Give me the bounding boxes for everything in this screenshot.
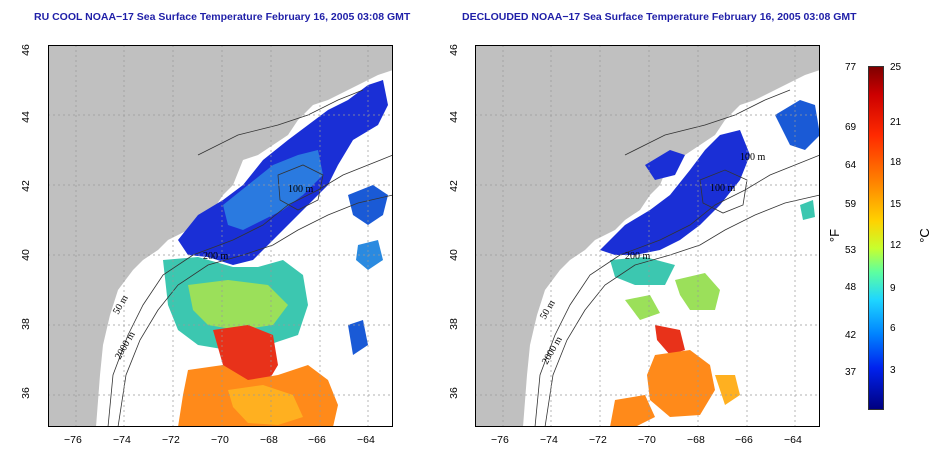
y-tick-label: 40 [447,249,460,261]
x-tick-label: −74 [540,434,558,446]
y-tick-label: 46 [447,44,460,56]
x-tick-label: −70 [211,434,229,446]
land-mass [475,45,820,427]
graticule [475,45,820,427]
x-tick-label: −72 [162,434,180,446]
warm-water-patch [715,375,740,405]
cold-water-patch [223,150,323,230]
warm-water-patch [213,325,278,390]
x-tick-label: −76 [64,434,82,446]
isobath-line [197,89,364,156]
warm-water-patch [610,395,655,427]
isobath-line [534,154,820,427]
isobath-line [544,194,820,427]
temperature-colorbar [868,66,884,410]
isobath-line [277,164,324,211]
y-tick-label: 36 [19,387,32,399]
x-tick-label: −64 [357,434,375,446]
colorbar-celsius-tick: 25 [890,62,902,73]
graticule [48,45,393,427]
celsius-unit-label: °C [916,228,932,243]
mid-water-patch [800,200,815,220]
colorbar-fahrenheit-tick: 69 [845,122,857,133]
isobath-line [107,154,393,427]
cold-water-patch [775,100,820,150]
x-tick-label: −76 [491,434,509,446]
isobath-line [699,169,748,214]
colorbar-fahrenheit-tick: 77 [845,62,857,73]
colorbar-fahrenheit-tick: 59 [845,199,857,210]
contour-label: 100 m [288,184,314,195]
warm-water-patch [655,325,685,355]
isobath-line [624,89,791,156]
left-sst-map: 100 m 200 m 50 m 2000 m [48,45,393,427]
x-tick-label: −64 [784,434,802,446]
left-map-title: RU COOL NOAA−17 Sea Surface Temperature … [34,11,411,23]
colorbar-fahrenheit-tick: 64 [845,160,857,171]
left-map-canvas: 100 m 200 m 50 m 2000 m [48,45,393,427]
colorbar-celsius-tick: 3 [890,365,896,376]
colorbar-celsius-tick: 18 [890,157,902,168]
x-tick-label: −74 [113,434,131,446]
y-tick-label: 38 [447,318,460,330]
colorbar-celsius-tick: 15 [890,199,902,210]
x-tick-label: −68 [687,434,705,446]
fahrenheit-unit-label: °F [827,228,843,243]
y-tick-label: 42 [19,180,32,192]
cold-water-patch [645,150,685,180]
land-mass [48,45,393,427]
x-tick-label: −66 [308,434,326,446]
right-map-title: DECLOUDED NOAA−17 Sea Surface Temperatur… [462,11,857,23]
x-tick-label: −66 [735,434,753,446]
y-tick-label: 38 [19,318,32,330]
mid-water-patch [675,273,720,310]
colorbar-fahrenheit-tick: 42 [845,330,857,341]
x-tick-label: −72 [589,434,607,446]
y-tick-label: 44 [447,111,460,123]
colorbar-celsius-tick: 12 [890,240,902,251]
right-map-canvas: 100 m 100 m 200 m 50 m 2000 m [475,45,820,427]
colorbar-celsius-tick: 21 [890,117,902,128]
y-tick-label: 46 [19,44,32,56]
mid-water-patch [625,295,660,320]
cold-water-patch [348,320,368,355]
x-tick-label: −68 [260,434,278,446]
colorbar-celsius-tick: 9 [890,283,896,294]
colorbar-fahrenheit-tick: 53 [845,245,857,256]
y-tick-label: 42 [447,180,460,192]
colorbar-fahrenheit-tick: 37 [845,367,857,378]
cold-water-patch [600,130,750,255]
contour-label: 100 m [710,183,736,194]
y-tick-label: 40 [19,249,32,261]
right-sst-map: 100 m 100 m 200 m 50 m 2000 m [475,45,820,427]
colorbar-celsius-tick: 6 [890,323,896,334]
x-tick-label: −70 [638,434,656,446]
contour-label: 200 m [203,251,229,262]
y-tick-label: 36 [447,387,460,399]
isobath-line [117,194,393,427]
y-tick-label: 44 [19,111,32,123]
colorbar-fahrenheit-tick: 48 [845,282,857,293]
mid-water-patch [188,280,288,330]
contour-label: 200 m [625,251,651,262]
mid-water-patch [610,257,675,285]
contour-label: 100 m [740,152,766,163]
